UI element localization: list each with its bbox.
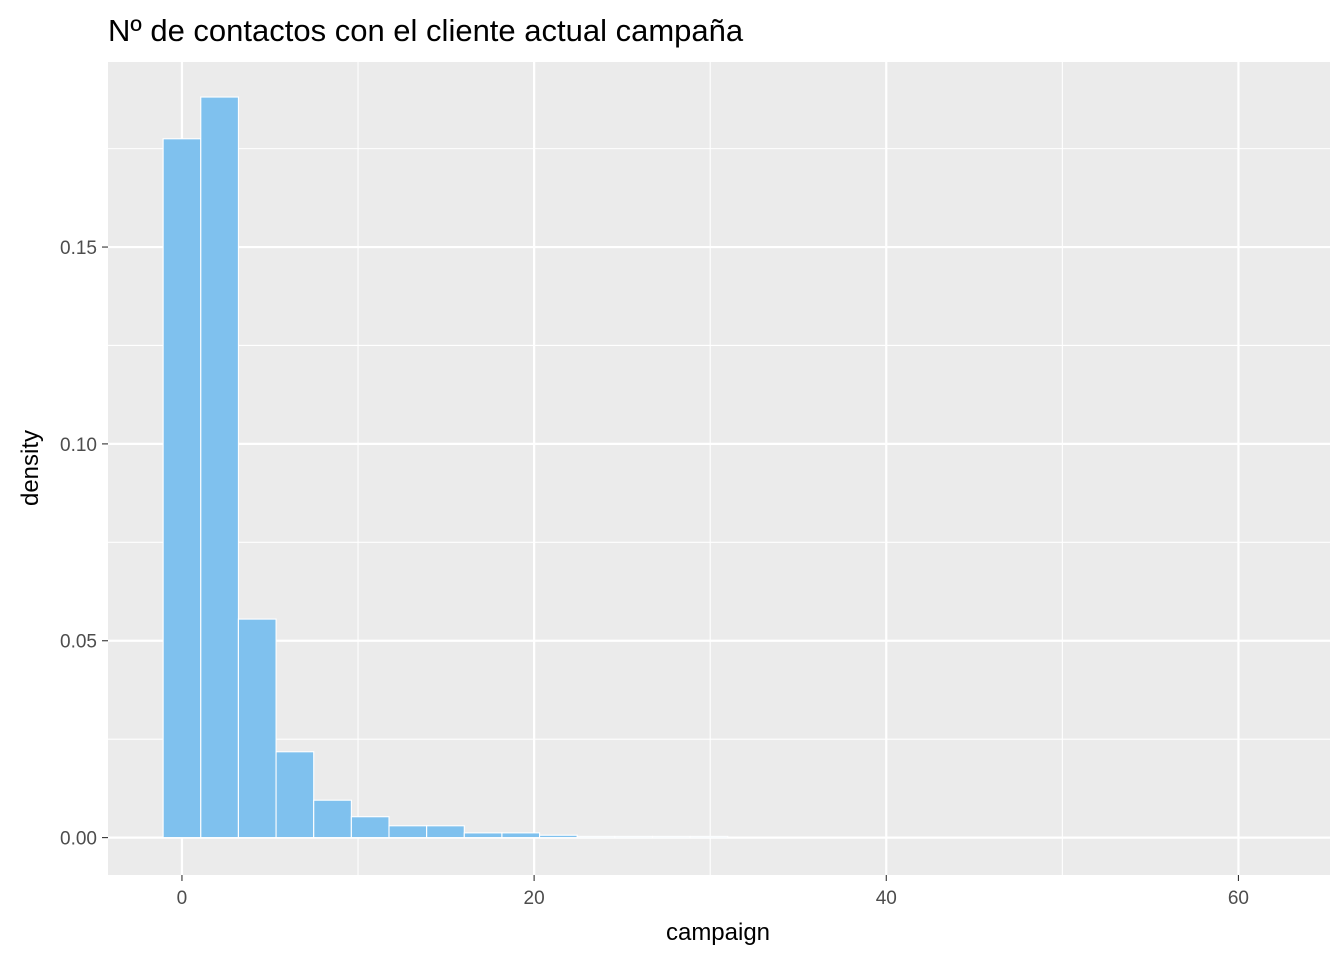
y-axis-tick-label: 0.15: [60, 238, 97, 259]
histogram-bar: [614, 835, 654, 839]
y-axis: 0.00 0.05 0.10 0.15: [60, 238, 108, 850]
histogram-bar: [802, 836, 842, 839]
x-axis-tick-label: 60: [1228, 888, 1249, 909]
histogram-bar: [840, 836, 879, 839]
histogram-bar: [350, 816, 390, 839]
chart-title: Nº de contactos con el cliente actual ca…: [108, 13, 744, 48]
minor-gridlines: [108, 62, 1330, 875]
histogram-bar: [877, 836, 917, 839]
y-axis-tick-label: 0.10: [60, 435, 97, 456]
histogram-bar: [689, 835, 729, 839]
histogram-bar: [651, 835, 691, 839]
histogram-bar: [237, 618, 277, 839]
histogram-bar: [764, 836, 804, 839]
histogram-bar: [1141, 836, 1181, 839]
x-axis-tick-label: 0: [177, 888, 188, 909]
x-axis-tick-label: 20: [524, 888, 545, 909]
histogram-bar: [1028, 836, 1068, 839]
histogram-bar: [1216, 836, 1256, 839]
histogram-bar: [463, 832, 503, 839]
x-axis-tick-label: 40: [876, 888, 897, 909]
histogram-bar: [275, 751, 315, 839]
histogram-bar: [200, 96, 239, 839]
histogram-bar: [1178, 836, 1218, 839]
histogram-bar: [1103, 836, 1143, 839]
x-axis-title: campaign: [666, 919, 770, 946]
histogram-bar: [162, 138, 202, 839]
y-axis-tick-label: 0.05: [60, 632, 97, 653]
histogram-bar: [501, 832, 541, 839]
y-axis-title: density: [17, 430, 44, 506]
histogram-bar: [539, 834, 578, 839]
histogram-bar: [915, 836, 955, 839]
histogram-bars: [162, 96, 1294, 839]
y-axis-tick-label: 0.00: [60, 829, 97, 850]
histogram-bar: [1066, 836, 1105, 839]
histogram-bar: [426, 825, 465, 839]
histogram-bar: [1254, 836, 1294, 839]
histogram-bar: [576, 835, 616, 839]
histogram-bar: [388, 825, 428, 839]
histogram-bar: [727, 836, 767, 839]
histogram-bar: [953, 836, 992, 839]
histogram-bar: [313, 799, 352, 839]
histogram-bar: [990, 836, 1030, 839]
x-axis: 0 20 40 60: [177, 875, 1249, 909]
